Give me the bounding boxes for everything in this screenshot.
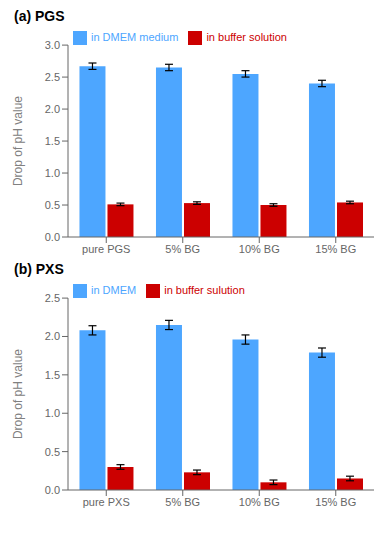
svg-text:1.0: 1.0	[45, 167, 60, 179]
svg-text:2.0: 2.0	[45, 103, 60, 115]
svg-text:1.5: 1.5	[45, 135, 60, 147]
svg-text:pure PGS: pure PGS	[82, 243, 130, 255]
svg-text:3.0: 3.0	[45, 39, 60, 51]
html-text:in DMEM: in DMEM	[91, 284, 137, 296]
svg-text:2.5: 2.5	[45, 292, 60, 304]
svg-text:1.0: 1.0	[45, 407, 60, 419]
svg-text:Drop of pH value: Drop of pH value	[11, 96, 25, 186]
svg-text:2.0: 2.0	[45, 330, 60, 342]
svg-text:pure PXS: pure PXS	[83, 496, 130, 508]
svg-text:15% BG: 15% BG	[315, 496, 356, 508]
svg-text:15% BG: 15% BG	[315, 243, 356, 255]
svg-text:0.5: 0.5	[45, 199, 60, 211]
html-text:in DMEM medium: in DMEM medium	[91, 31, 179, 43]
svg-text:2.5: 2.5	[45, 71, 60, 83]
svg-text:0.0: 0.0	[45, 231, 60, 243]
svg-text:5% BG: 5% BG	[165, 496, 200, 508]
html-text:in buffer solution: in buffer solution	[206, 31, 287, 43]
html-text:(b) PXS: (b) PXS	[14, 261, 64, 277]
svg-text:1.5: 1.5	[45, 369, 60, 381]
svg-text:10% BG: 10% BG	[239, 496, 280, 508]
svg-text:5% BG: 5% BG	[165, 243, 200, 255]
svg-text:Drop of pH value: Drop of pH value	[11, 349, 25, 439]
svg-text:10% BG: 10% BG	[239, 243, 280, 255]
svg-text:0.5: 0.5	[45, 446, 60, 458]
html-text:in buffer sulution: in buffer sulution	[164, 284, 245, 296]
svg-text:0.0: 0.0	[45, 484, 60, 496]
html-text:(a) PGS: (a) PGS	[14, 8, 65, 24]
